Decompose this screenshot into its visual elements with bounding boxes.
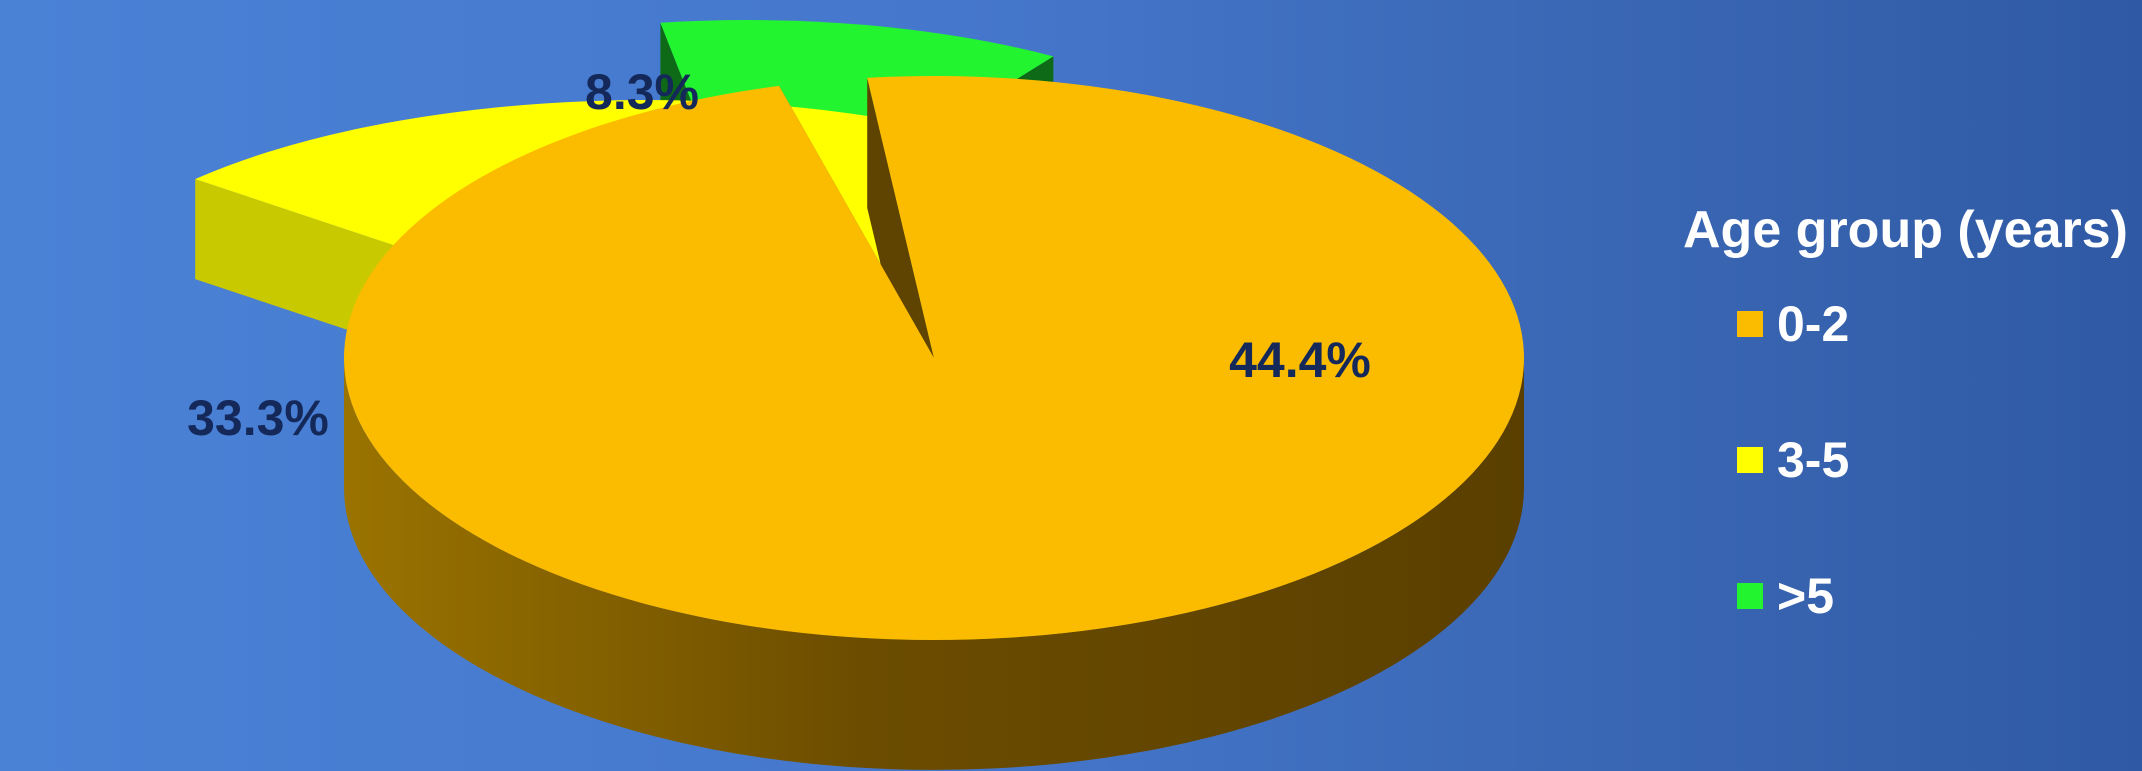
legend-item-green: >5 xyxy=(1737,568,2128,624)
legend-swatch xyxy=(1737,311,1763,337)
pie-slice-orange-side xyxy=(344,358,1524,770)
data-label-yellow: 33.3% xyxy=(187,390,329,446)
data-label-green: 8.3% xyxy=(585,64,699,120)
legend-title: Age group (years) xyxy=(1683,201,2128,259)
legend-item-orange: 0-2 xyxy=(1737,296,2128,352)
legend-item-yellow: 3-5 xyxy=(1737,432,2128,488)
pie-slice-orange xyxy=(344,76,1525,640)
legend-label: 3-5 xyxy=(1777,432,1850,488)
legend-label: >5 xyxy=(1777,568,1835,624)
data-label-orange: 44.4% xyxy=(1229,332,1371,388)
chart-legend: Age group (years) 0-2 3-5 >5 xyxy=(1683,200,2128,708)
legend-swatch xyxy=(1737,447,1763,473)
legend-swatch xyxy=(1737,583,1763,609)
legend-label: 0-2 xyxy=(1777,296,1850,352)
